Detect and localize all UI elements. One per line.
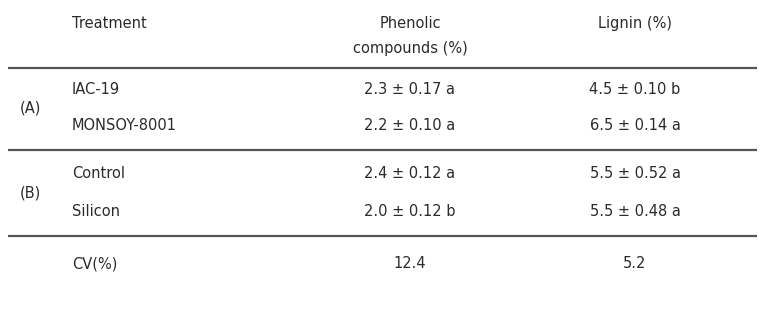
Text: 5.5 ± 0.48 a: 5.5 ± 0.48 a [590, 204, 680, 219]
Text: 12.4: 12.4 [394, 257, 426, 272]
Text: 5.2: 5.2 [623, 257, 646, 272]
Text: Phenolic: Phenolic [379, 16, 441, 31]
Text: IAC-19: IAC-19 [72, 82, 120, 98]
Text: Lignin (%): Lignin (%) [598, 16, 672, 31]
Text: 5.5 ± 0.52 a: 5.5 ± 0.52 a [590, 167, 681, 181]
Text: CV(%): CV(%) [72, 257, 117, 272]
Text: (B): (B) [19, 185, 41, 200]
Text: 4.5 ± 0.10 b: 4.5 ± 0.10 b [589, 82, 681, 98]
Text: 2.0 ± 0.12 b: 2.0 ± 0.12 b [364, 204, 456, 219]
Text: 2.4 ± 0.12 a: 2.4 ± 0.12 a [364, 167, 456, 181]
Text: Silicon: Silicon [72, 204, 120, 219]
Text: 2.3 ± 0.17 a: 2.3 ± 0.17 a [364, 82, 455, 98]
Text: Control: Control [72, 167, 125, 181]
Text: MONSOY-8001: MONSOY-8001 [72, 119, 177, 134]
Text: 6.5 ± 0.14 a: 6.5 ± 0.14 a [590, 119, 680, 134]
Text: (A): (A) [19, 101, 41, 116]
Text: compounds (%): compounds (%) [353, 41, 467, 56]
Text: 2.2 ± 0.10 a: 2.2 ± 0.10 a [364, 119, 456, 134]
Text: Treatment: Treatment [72, 16, 147, 31]
